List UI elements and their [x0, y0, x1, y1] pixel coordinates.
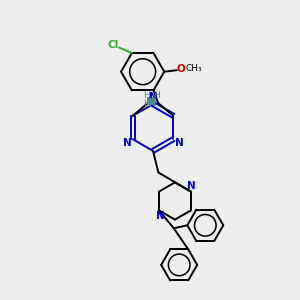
- Text: N: N: [175, 137, 183, 148]
- Text: N: N: [123, 137, 131, 148]
- Text: CH₃: CH₃: [185, 64, 202, 73]
- Text: H: H: [143, 99, 150, 108]
- Text: N: N: [146, 97, 155, 107]
- Text: N: N: [187, 181, 195, 191]
- Text: O: O: [176, 64, 185, 74]
- Text: H: H: [153, 92, 160, 100]
- Text: N: N: [148, 92, 158, 103]
- Text: N: N: [156, 211, 165, 221]
- Text: H: H: [143, 92, 150, 100]
- Text: N: N: [148, 98, 157, 108]
- Text: Cl: Cl: [108, 40, 119, 50]
